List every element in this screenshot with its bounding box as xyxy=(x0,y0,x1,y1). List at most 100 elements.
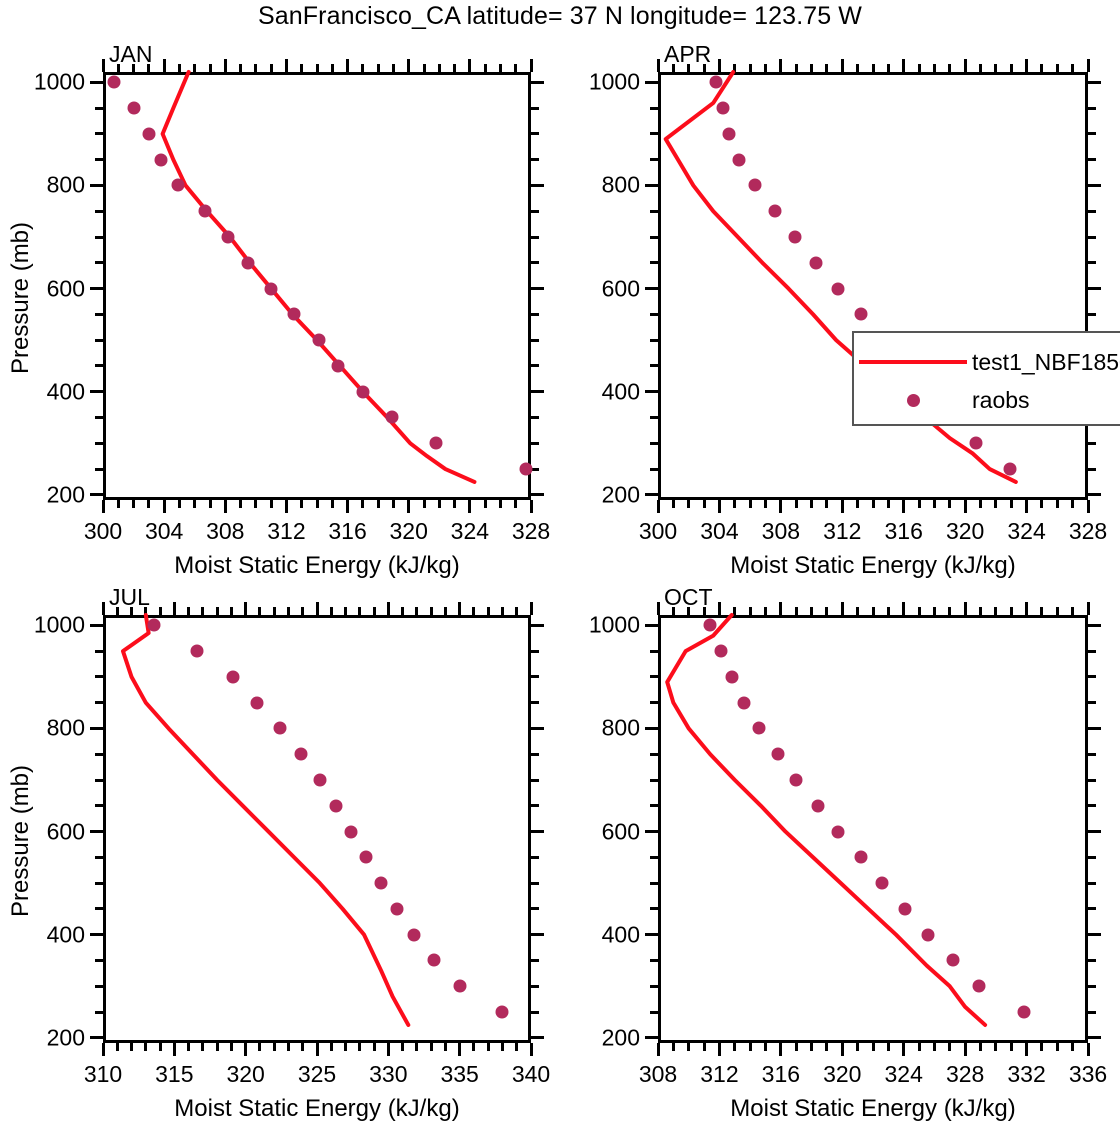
y-tick xyxy=(531,830,544,834)
x-tick xyxy=(529,602,533,615)
y-tick xyxy=(531,778,539,782)
y-tick xyxy=(90,80,103,84)
y-tick xyxy=(531,726,544,730)
x-tick xyxy=(702,64,706,72)
raobs-data-point xyxy=(972,979,986,993)
raobs-data-point xyxy=(1017,1005,1030,1019)
legend-item-model[interactable]: test1_NBF1850AERO xyxy=(854,343,1120,381)
x-tick xyxy=(963,500,967,513)
x-tick xyxy=(300,500,304,508)
y-tick xyxy=(95,209,103,213)
x-tick xyxy=(244,602,248,615)
x-tick xyxy=(147,500,151,508)
y-tick xyxy=(95,752,103,756)
chart-panel-jan: 200 400 600 800 1000 300 304 308 312 316 320 324 328… xyxy=(7,41,550,579)
x-tick xyxy=(437,500,441,508)
y-tick xyxy=(1088,261,1096,265)
x-tick xyxy=(748,500,752,508)
raobs-data-point xyxy=(241,256,255,270)
x-tick xyxy=(994,1043,998,1051)
panel-title-apr: APR xyxy=(664,41,712,67)
y-tick xyxy=(531,804,539,808)
x-tick xyxy=(158,1043,162,1051)
x-tick xyxy=(272,607,276,615)
x-tick xyxy=(979,500,982,508)
y-tick xyxy=(531,984,539,988)
x-tick xyxy=(963,602,967,615)
raobs-data-point xyxy=(714,644,728,658)
x-tick xyxy=(453,64,457,72)
y-tick xyxy=(90,390,103,394)
x-tick xyxy=(948,64,952,72)
raobs-data-point xyxy=(732,153,746,167)
x-tick xyxy=(272,1043,276,1051)
y-tick-label: 400 xyxy=(601,378,640,405)
x-tick xyxy=(1025,59,1029,72)
x-axis-title: Moist Static Energy (kJ/kg) xyxy=(730,1095,1016,1122)
x-tick xyxy=(671,1043,675,1051)
y-tick xyxy=(531,415,539,419)
x-tick xyxy=(101,500,105,513)
x-tick xyxy=(468,500,472,513)
raobs-data-point xyxy=(946,953,960,967)
y-tick xyxy=(531,1036,544,1040)
y-tick xyxy=(531,752,539,756)
raobs-data-point xyxy=(190,644,204,658)
y-tick-label: 200 xyxy=(601,481,640,508)
x-tick xyxy=(671,607,675,615)
raobs-data-point xyxy=(831,825,845,839)
legend-item-raobs[interactable]: raobs xyxy=(854,381,1030,419)
x-tick xyxy=(401,1043,405,1051)
raobs-data-point xyxy=(519,462,533,476)
y-tick xyxy=(1088,1010,1096,1014)
y-tick xyxy=(95,701,103,705)
x-tick xyxy=(239,500,243,508)
raobs-data-point xyxy=(831,282,845,296)
x-tick xyxy=(810,607,814,615)
raobs-data-point xyxy=(264,282,278,296)
x-tick xyxy=(671,500,675,508)
y-tick xyxy=(650,261,658,265)
x-tick-label: 312 xyxy=(267,518,306,544)
y-tick-label: 400 xyxy=(46,378,85,405)
y-tick xyxy=(531,1010,539,1014)
x-tick xyxy=(361,64,365,72)
y-tick xyxy=(650,415,658,419)
x-tick xyxy=(1009,1043,1013,1051)
x-tick-label: 328 xyxy=(511,518,551,544)
y-tick xyxy=(1088,752,1096,756)
plot-frame xyxy=(103,72,531,500)
raobs-data-point xyxy=(875,876,889,890)
x-tick xyxy=(229,1043,233,1051)
raobs-data-point xyxy=(771,747,785,761)
x-tick xyxy=(779,59,783,72)
y-tick xyxy=(1088,804,1096,808)
raobs-data-point xyxy=(107,75,121,89)
y-tick xyxy=(531,132,539,136)
x-tick-label: 328 xyxy=(945,1061,985,1087)
x-tick xyxy=(748,607,752,615)
y-tick xyxy=(95,415,103,419)
raobs-data-point xyxy=(722,127,736,141)
x-axis-title: Moist Static Energy (kJ/kg) xyxy=(730,552,1016,579)
raobs-data-point xyxy=(854,850,868,864)
y-tick-label: 600 xyxy=(46,818,85,845)
x-tick-label: 320 xyxy=(945,518,985,544)
y-tick xyxy=(650,106,658,110)
y-tick xyxy=(650,778,658,782)
y-tick xyxy=(95,312,103,316)
x-tick-label: 308 xyxy=(638,1061,678,1087)
raobs-data-point xyxy=(344,825,358,839)
x-tick xyxy=(172,1043,176,1056)
x-tick xyxy=(917,64,921,72)
y-tick xyxy=(531,287,544,291)
model-line-apr xyxy=(663,70,1018,484)
x-tick-label: 328 xyxy=(1068,518,1108,544)
y-tick xyxy=(95,261,103,265)
raobs-data-point xyxy=(716,101,729,115)
legend-marker-swatch xyxy=(906,393,920,407)
y-tick-label: 800 xyxy=(46,171,85,198)
x-tick xyxy=(902,500,906,513)
x-tick xyxy=(656,602,660,615)
x-tick xyxy=(1009,64,1013,72)
